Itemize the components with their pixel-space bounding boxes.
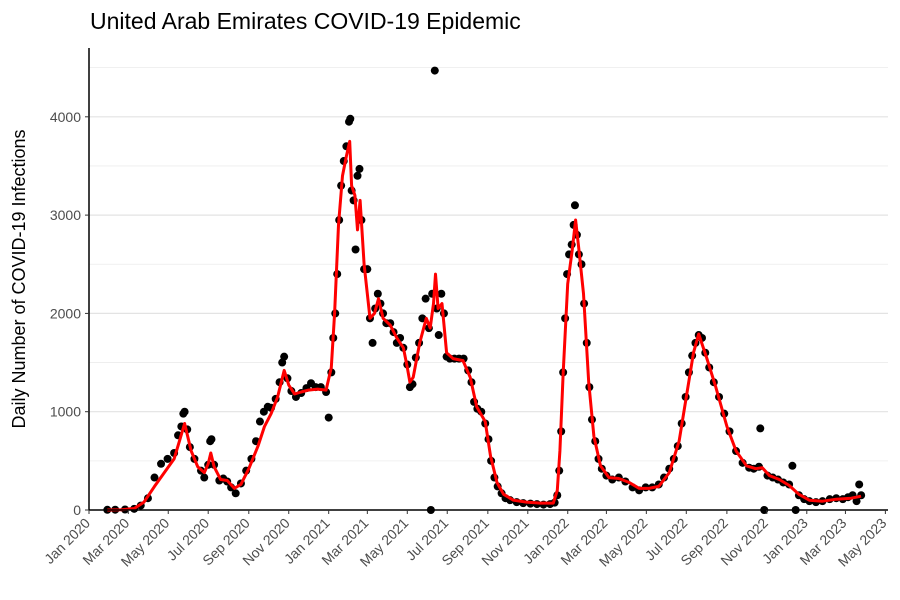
- data-point: [430, 66, 439, 75]
- data-point: [180, 407, 189, 416]
- data-point: [351, 245, 360, 254]
- y-tick-label: 2000: [50, 305, 81, 321]
- y-tick-label: 0: [73, 502, 81, 518]
- points-layer: [103, 66, 866, 514]
- data-point: [157, 459, 166, 468]
- data-point: [852, 497, 861, 506]
- data-point: [570, 201, 579, 210]
- y-tick-label: 1000: [50, 404, 81, 420]
- chart-title: United Arab Emirates COVID-19 Epidemic: [90, 8, 521, 34]
- trend-line-layer: [107, 139, 862, 512]
- data-point: [434, 331, 443, 340]
- data-point: [163, 454, 172, 463]
- data-point: [373, 289, 382, 298]
- data-point: [255, 417, 264, 426]
- data-point: [368, 338, 377, 347]
- y-axis-title: Daily Number of COVID-19 Infections: [9, 129, 29, 428]
- data-point: [855, 480, 864, 489]
- data-point: [353, 171, 362, 180]
- data-point: [150, 473, 159, 482]
- data-point: [280, 352, 289, 361]
- y-tick-label: 3000: [50, 207, 81, 223]
- grid-layer: [89, 67, 888, 462]
- data-point: [200, 473, 209, 482]
- data-point: [346, 114, 355, 123]
- data-point: [231, 489, 240, 498]
- y-tick-label: 4000: [50, 109, 81, 125]
- data-point: [788, 461, 797, 470]
- data-point: [207, 435, 216, 444]
- data-point: [324, 413, 333, 422]
- data-point: [756, 424, 765, 433]
- smoothed-trend-line: [107, 139, 862, 512]
- data-point: [421, 294, 430, 303]
- data-point: [437, 289, 446, 298]
- data-point: [355, 164, 364, 173]
